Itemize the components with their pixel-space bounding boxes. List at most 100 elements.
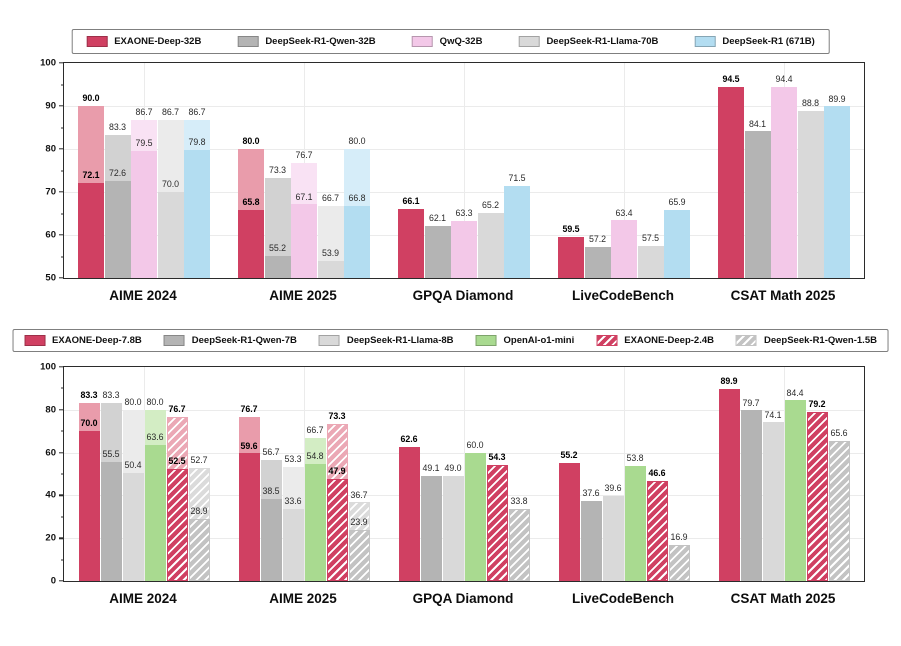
y-minor-tick-mark (61, 127, 64, 128)
series-bar: 86.7 70.0 (157, 63, 184, 278)
value-label: 80.0 (124, 397, 142, 408)
y-tick-mark (59, 191, 64, 193)
bar-segment-solid (78, 431, 100, 581)
y-tick-label: 80 (45, 143, 56, 155)
bar-segment-solid (78, 182, 104, 278)
value-label: 62.1 (428, 213, 447, 224)
series-bar: 60.0 (464, 367, 486, 581)
series-bar: 94.4 (771, 63, 797, 278)
series-bar: 80.0 50.4 (122, 367, 144, 581)
legend-item: EXAONE-Deep-7.8B (24, 335, 142, 346)
value-label: 56.7 (262, 446, 280, 457)
bar-segment-solid (424, 225, 451, 278)
series-bar: 89.9 (718, 367, 740, 581)
series-bar: 36.7 23.9 (348, 367, 370, 581)
y-minor-tick-mark (61, 430, 64, 432)
value-label: 65.2 (481, 199, 500, 210)
legend-top: EXAONE-Deep-32B DeepSeek-R1-Qwen-32B QwQ-3… (71, 29, 830, 54)
value-label: 89.9 (720, 375, 738, 386)
bar-segment-solid (771, 87, 797, 278)
series-bar: 53.3 33.6 (282, 367, 304, 581)
bar-segment-solid (806, 411, 828, 581)
y-tick-mark (59, 580, 64, 582)
value-label: 65.8 (242, 197, 260, 208)
y-tick-label: 50 (45, 272, 56, 284)
value-label: 66.7 (321, 193, 340, 204)
series-bar: 94.5 (718, 63, 744, 278)
series-bar: 86.7 79.8 (184, 63, 210, 278)
y-tick-mark (59, 451, 64, 454)
value-label: 73.3 (328, 411, 346, 422)
y-tick-label: 0 (50, 575, 56, 587)
value-label: 55.2 (268, 242, 287, 253)
legend-item: DeepSeek-R1-Qwen-32B (237, 36, 376, 47)
bar-segment-solid (317, 261, 344, 278)
series-bar: 66.1 (398, 63, 424, 278)
bar-segment-solid (420, 475, 442, 581)
x-category-label: CSAT Math 2025 (730, 288, 836, 303)
value-label: 83.3 (108, 122, 127, 133)
y-tick-label: 100 (40, 57, 56, 69)
legend-swatch (596, 335, 618, 346)
series-bar: 76.7 52.5 (166, 367, 188, 581)
y-minor-tick-mark (61, 559, 64, 561)
value-label: 52.7 (190, 455, 208, 466)
legend-swatch (237, 36, 259, 47)
value-label: 59.5 (562, 224, 580, 235)
chart-panel-top: 50 60 70 80 90 100 90.0 72.1 83.3 72.6 86.7 79.5 86.… (40, 58, 865, 282)
value-label: 94.5 (722, 73, 740, 84)
bar-segment-solid (637, 245, 664, 278)
legend-swatch (163, 335, 185, 346)
y-tick-label: 40 (45, 489, 56, 501)
bar-segment-solid (784, 400, 806, 581)
value-label: 37.6 (582, 487, 600, 498)
legend-swatch (318, 335, 340, 346)
legend-item-label: DeepSeek-R1-Qwen-7B (191, 335, 297, 346)
legend-item-label: DeepSeek-R1-Qwen-32B (265, 36, 376, 47)
value-label: 52.5 (168, 455, 186, 466)
series-bar: 53.8 (624, 367, 646, 581)
bar-segment-solid (580, 500, 602, 581)
x-category-label: CSAT Math 2025 (730, 591, 836, 606)
value-label: 66.1 (402, 195, 420, 206)
legend-item: DeepSeek-R1-Llama-70B (518, 36, 658, 47)
x-category-label: LiveCodeBench (571, 288, 675, 303)
bar-segment-solid (188, 519, 210, 581)
series-bar: 59.5 (558, 63, 584, 278)
x-category-label: AIME 2024 (109, 288, 177, 303)
value-label: 94.4 (775, 74, 793, 85)
bar-segment-solid (100, 462, 122, 581)
series-bar: 49.1 (420, 367, 442, 581)
y-tick-mark (59, 105, 64, 107)
series-bar: 55.2 (558, 367, 580, 581)
legend-item: DeepSeek-R1-Llama-8B (318, 335, 454, 346)
bar-segment-solid (718, 388, 740, 581)
bar-segment-solid (144, 444, 166, 581)
series-bar: 57.2 (584, 63, 611, 278)
value-label: 49.0 (444, 463, 462, 474)
series-bar: 16.9 (668, 367, 690, 581)
value-label: 80.0 (146, 397, 164, 408)
y-tick-label: 100 (40, 361, 56, 373)
bar-segment-solid (238, 453, 260, 581)
bar-segment-solid (184, 149, 210, 278)
value-label: 74.1 (764, 409, 782, 420)
y-tick-label: 60 (45, 229, 56, 241)
series-bar: 54.3 (486, 367, 508, 581)
y-minor-tick-mark (61, 84, 64, 85)
series-bar: 79.7 (740, 367, 762, 581)
legend-swatch (694, 36, 716, 47)
value-label: 33.8 (510, 495, 528, 506)
series-bar: 37.6 (580, 367, 602, 581)
value-label: 79.5 (135, 138, 153, 149)
legend-item: EXAONE-Deep-2.4B (596, 335, 714, 346)
bar-segment-solid (131, 151, 157, 278)
bar-segment-solid (282, 509, 304, 581)
bar-segment-solid (348, 529, 370, 581)
bar-segment-solid (611, 220, 637, 278)
legend-item: QwQ-32B (411, 36, 483, 47)
series-bar: 83.3 70.0 (78, 367, 100, 581)
legend-item-label: QwQ-32B (439, 36, 483, 47)
y-tick-mark (59, 537, 64, 539)
value-label: 84.1 (748, 118, 767, 129)
